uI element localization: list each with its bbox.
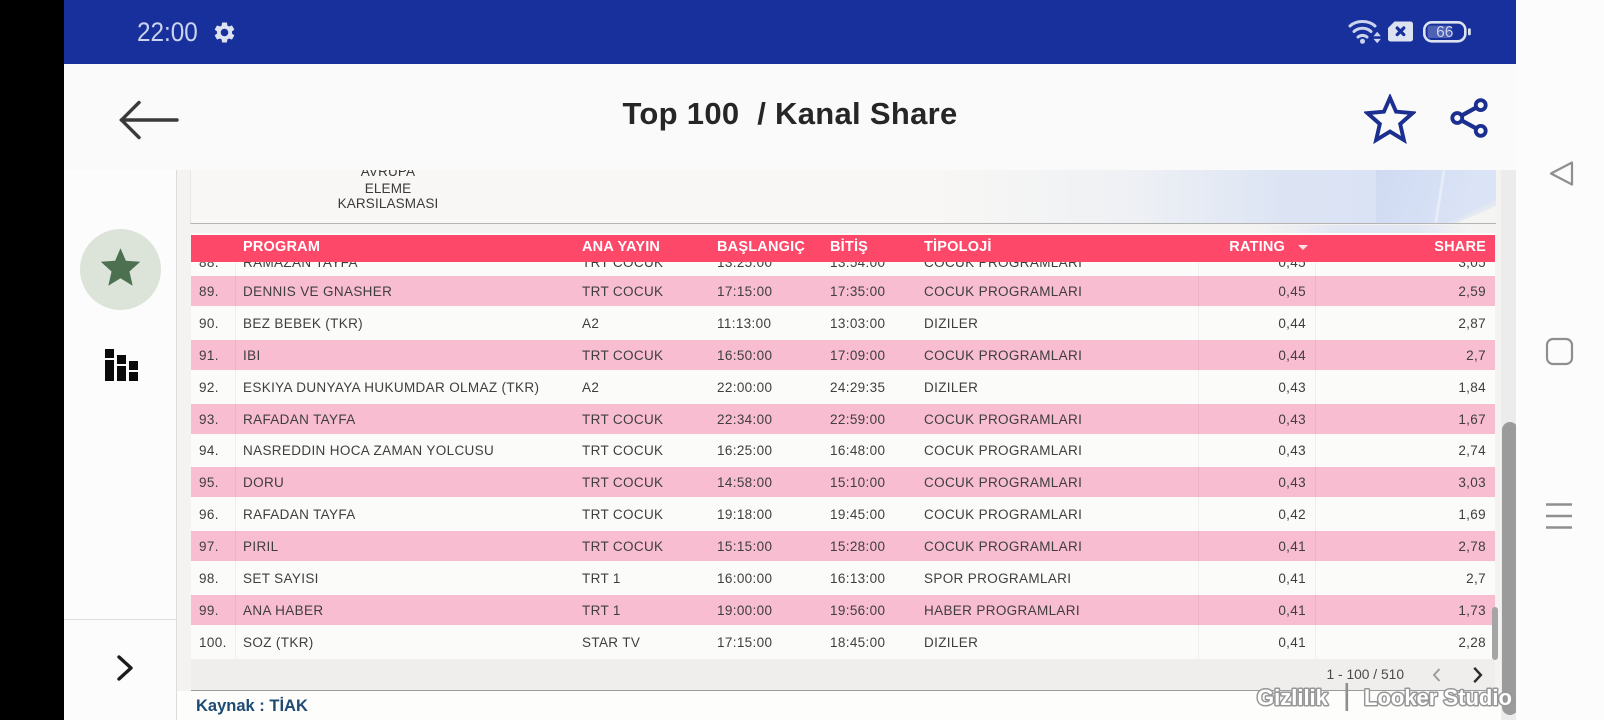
svg-text:Looker Studio: Looker Studio (1364, 685, 1512, 710)
svg-text:66: 66 (1436, 24, 1453, 41)
svg-text:Gizlilik: Gizlilik (1257, 685, 1329, 710)
